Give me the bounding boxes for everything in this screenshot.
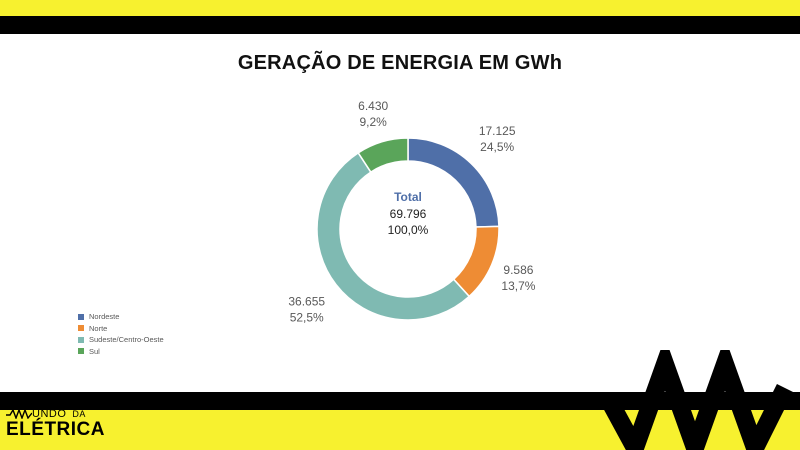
legend-label: Nordeste — [89, 312, 120, 321]
bottom-yellow-band — [0, 410, 800, 450]
legend-label: Sul — [89, 346, 100, 356]
brand-wave-icon — [602, 350, 794, 450]
donut-slice-sul — [357, 137, 409, 174]
data-label: 9.586 13,7% — [501, 263, 535, 293]
legend-label: Norte — [89, 323, 108, 333]
legend-item-sul: Sul — [78, 346, 164, 358]
legend-swatch — [78, 325, 84, 332]
top-yellow-band — [0, 0, 800, 16]
legend-label: Sudeste/Centro-Oeste — [89, 335, 164, 344]
logo-word-undo: UNDO — [32, 408, 67, 420]
chart-title: GERAÇÃO DE ENERGIA EM GWh — [237, 52, 563, 74]
logo-word-da: DA — [72, 409, 86, 419]
center-total-value: 69.796 — [390, 207, 427, 221]
donut-slice-sudeste-centro-oeste — [316, 151, 471, 321]
data-label: 36.655 52,5% — [288, 294, 325, 324]
data-label: 17.125 24,5% — [479, 124, 516, 154]
legend-item-sudeste: Sudeste/Centro-Oeste — [78, 334, 164, 346]
center-total-percent: 100,0% — [388, 223, 429, 237]
bottom-black-bar — [0, 392, 800, 410]
legend-swatch — [78, 336, 84, 343]
chart-legend: Nordeste Norte Sudeste/Centro-Oeste Sul — [78, 311, 164, 357]
legend-swatch — [78, 348, 84, 355]
logo-wave-icon — [6, 408, 33, 421]
data-label: 6.430 9,2% — [358, 99, 388, 129]
legend-item-norte: Norte — [78, 323, 164, 335]
brand-logo: UNDO DA ELÉTRICA — [6, 408, 105, 441]
legend-swatch — [78, 313, 84, 320]
logo-top-line: UNDO DA — [6, 408, 105, 421]
slide-canvas — [0, 34, 800, 392]
legend-item-nordeste: Nordeste — [78, 311, 164, 323]
center-total-label: Total — [394, 190, 422, 204]
top-black-bar — [0, 16, 800, 34]
logo-word-eletrica: ELÉTRICA — [6, 419, 105, 440]
